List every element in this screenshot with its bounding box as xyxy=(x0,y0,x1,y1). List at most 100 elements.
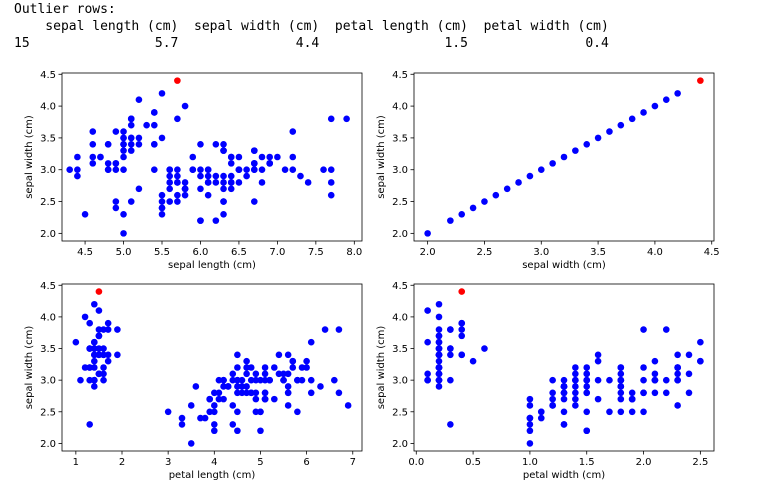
panel-4-point xyxy=(526,395,534,403)
panel-3-point xyxy=(220,383,227,390)
panel-1-point xyxy=(112,160,120,167)
panel-1-point xyxy=(251,166,258,174)
panel-1-point xyxy=(181,102,189,110)
panel-3-point xyxy=(81,364,89,371)
panel-1-point xyxy=(166,185,173,193)
panel-3-ytick-label: 2.5 xyxy=(40,407,56,418)
panel-3-point xyxy=(252,376,260,384)
panel-3-point xyxy=(192,383,200,390)
panel-3-point xyxy=(211,389,218,397)
panel-1-point xyxy=(135,140,143,148)
panel-1-xtick-label: 4.5 xyxy=(77,247,93,258)
panel-3-point xyxy=(252,395,260,403)
panel-2-ytick-label: 2.5 xyxy=(392,197,408,208)
panel-3-x-axis-label: petal length (cm) xyxy=(169,470,256,481)
panel-2-ytick-label: 2.0 xyxy=(392,229,408,240)
panel-1-point xyxy=(127,147,135,154)
panel-1-point xyxy=(120,230,127,237)
panel-3-y-axis-label: sepal width (cm) xyxy=(24,326,35,410)
panel-1-point xyxy=(197,140,204,148)
panel-1-point xyxy=(204,179,212,186)
panel-4-point xyxy=(560,408,568,416)
panel-3-point xyxy=(229,376,237,384)
panel-3: 1 2 3 4 5 6 7 2.0 2.5 3.0 3.5 4.0 4.5 petal length (c… xyxy=(24,281,363,481)
panel-1-point xyxy=(281,166,289,174)
panel-1-point xyxy=(127,121,135,129)
panel-4-point xyxy=(628,408,636,416)
panel-1-point xyxy=(251,147,258,154)
panel-1-x-axis-label: sepal length (cm) xyxy=(168,260,256,271)
panel-3-xtick-label: 7 xyxy=(350,457,356,468)
panel-4-point xyxy=(674,402,681,409)
panel-4-point xyxy=(447,345,454,352)
panel-3-point xyxy=(114,351,121,359)
panel-4-point xyxy=(537,408,545,416)
panel-1-xtick-label: 5.5 xyxy=(154,247,170,258)
panel-1-point xyxy=(127,115,135,123)
panel-4-point xyxy=(572,389,579,397)
panel-2-point xyxy=(469,204,477,212)
panel-3-point xyxy=(100,326,107,333)
panel-1-point xyxy=(181,185,189,193)
panel-4-point xyxy=(447,376,454,384)
panel-2: 2.0 2.5 3.0 3.5 4.0 4.5 2.0 2.5 3.0 3.5 4.0 4.5 sepa… xyxy=(376,70,720,271)
panel-1-point xyxy=(74,153,81,161)
panel-4-point xyxy=(617,408,625,416)
panel-3-point xyxy=(247,376,255,384)
panel-3-point xyxy=(284,351,292,359)
panel-3-xtick-label: 6 xyxy=(303,457,309,468)
panel-1-point xyxy=(220,172,227,180)
panel-3-point xyxy=(91,345,98,352)
panel-3-point xyxy=(234,427,241,435)
panel-1-point xyxy=(327,166,335,174)
panel-1-xtick-label: 8.0 xyxy=(346,247,362,258)
panel-1-point xyxy=(220,140,227,148)
panel-3-point xyxy=(257,408,264,416)
panel-2-point xyxy=(492,191,500,199)
panel-3-point xyxy=(91,300,98,308)
panel-1-point xyxy=(104,166,112,174)
panel-4-xtick-label: 2.5 xyxy=(692,457,708,468)
panel-3-frame xyxy=(61,283,363,452)
panel-1-point xyxy=(235,153,243,161)
panel-3-point xyxy=(187,440,195,447)
panel-4: 0.0 0.5 1.0 1.5 2.0 2.5 2.0 2.5 3.0 3.5 4.0 4.5 peta… xyxy=(376,281,715,481)
panel-4-point xyxy=(617,383,625,390)
panel-3-point xyxy=(280,370,287,378)
panel-4-point xyxy=(572,395,579,403)
panel-4-point xyxy=(435,300,443,308)
panel-1-point xyxy=(174,115,181,123)
panel-1-point xyxy=(204,172,212,180)
panel-1-point xyxy=(74,172,81,180)
panel-4-point xyxy=(424,370,431,378)
panel-1-point xyxy=(166,172,173,180)
panel-1-point xyxy=(143,121,150,129)
panel-3-point xyxy=(234,376,241,384)
panel-1-point xyxy=(97,153,104,161)
panel-3-point xyxy=(95,326,103,333)
panel-3-point xyxy=(229,370,237,378)
panel-3-point xyxy=(284,370,292,378)
panel-3-point xyxy=(95,345,103,352)
panel-1-point xyxy=(89,153,97,161)
panel-4-point xyxy=(560,395,568,403)
panel-3-point xyxy=(215,376,223,384)
panel-4-point xyxy=(572,383,579,390)
panel-3-point xyxy=(261,395,269,403)
panel-4-point xyxy=(651,376,659,384)
panel-3-point xyxy=(178,414,186,422)
panel-4-point xyxy=(435,383,443,390)
panel-1-point xyxy=(174,179,181,186)
panel-1-point xyxy=(227,172,235,180)
panel-1-point xyxy=(158,210,166,218)
panel-4-point xyxy=(606,376,613,384)
panel-4-point xyxy=(594,351,602,359)
panel-4-point xyxy=(435,370,443,378)
output-title: Outlier rows: xyxy=(14,2,116,17)
panel-3-point xyxy=(206,408,213,416)
panel-4-x-axis-label: petal width (cm) xyxy=(523,470,605,481)
panel-4-point xyxy=(469,357,477,365)
panel-3-point xyxy=(257,427,264,435)
panel-1-point xyxy=(127,134,135,142)
panel-3-point xyxy=(104,351,112,359)
